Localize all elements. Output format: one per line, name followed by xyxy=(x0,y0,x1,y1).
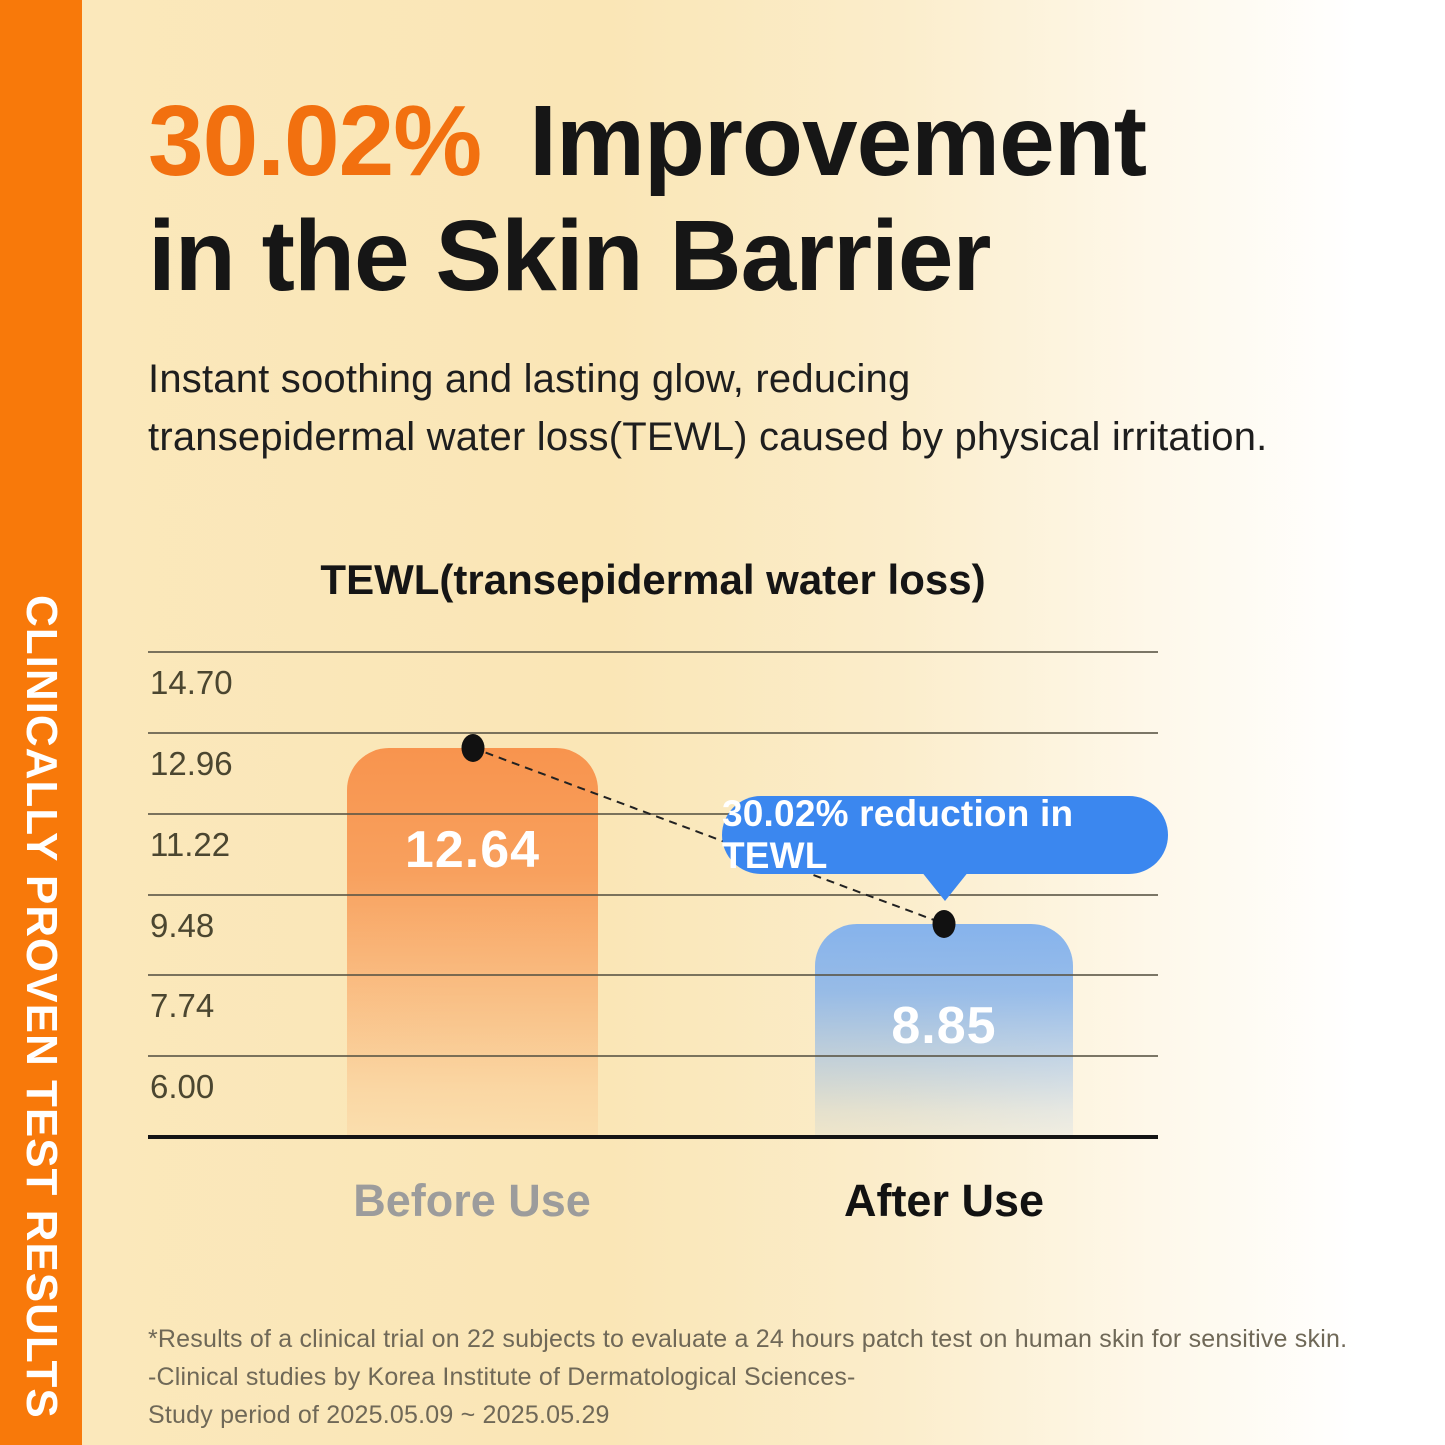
ribbon-label: CLINICALLY PROVEN TEST RESULTS xyxy=(17,595,66,1419)
gridline-7.74 xyxy=(148,974,1158,977)
data-point-after xyxy=(932,909,956,938)
clinically-proven-ribbon: CLINICALLY PROVEN TEST RESULTS xyxy=(0,0,82,1445)
bar-before-use: 12.64 xyxy=(347,747,598,1137)
gridline-11.22 xyxy=(148,812,1158,815)
subtitle-line1: Instant soothing and lasting glow, reduc… xyxy=(148,357,911,401)
connector-line xyxy=(472,746,945,925)
headline-line2: in the Skin Barrier xyxy=(148,200,991,312)
headline-percentage: 30.02% xyxy=(148,85,482,197)
footnote-line1: *Results of a clinical trial on 22 subje… xyxy=(148,1325,1348,1353)
x-axis-line xyxy=(148,1135,1158,1139)
gridline-6.00 xyxy=(148,1055,1158,1058)
x-label-after-use: After Use xyxy=(843,1175,1045,1226)
annotation-text: 30.02% reduction in TEWL xyxy=(722,793,1074,876)
page-title: 30.02% Improvement in the Skin Barrier xyxy=(148,84,1147,314)
bubble-tail xyxy=(921,871,969,901)
footnote-line3: Study period of 2025.05.09 ~ 2025.05.29 xyxy=(148,1401,610,1429)
y-tick-label: 14.70 xyxy=(150,664,233,701)
y-tick-label: 6.00 xyxy=(150,1068,215,1106)
bar-after-use: 8.85 xyxy=(815,923,1073,1137)
y-tick-label: 12.96 xyxy=(150,744,233,782)
subtitle: Instant soothing and lasting glow, reduc… xyxy=(148,350,1267,466)
x-label-before-use: Before Use xyxy=(353,1175,591,1226)
y-tick-label: 7.74 xyxy=(150,987,215,1025)
subtitle-line2: transepidermal water loss(TEWL) caused b… xyxy=(148,415,1268,459)
gridline-14.70 xyxy=(148,651,1158,653)
footnote-line2: -Clinical studies by Korea Institute of … xyxy=(148,1363,856,1391)
footnote: *Results of a clinical trial on 22 subje… xyxy=(148,1320,1347,1434)
data-point-before xyxy=(461,733,484,762)
chart-title: TEWL(transepidermal water loss) xyxy=(320,556,986,603)
y-tick-label: 11.22 xyxy=(150,825,231,863)
gridline-12.96 xyxy=(148,731,1158,734)
headline-rest: Improvement xyxy=(529,85,1147,197)
tewl-bar-chart: 12.64 8.85 30.02% reduction in TEWL Befo… xyxy=(148,651,1168,1226)
reduction-annotation-bubble: 30.02% reduction in TEWL xyxy=(722,793,1168,901)
bar-value-after: 8.85 xyxy=(891,996,997,1055)
bar-value-before: 12.64 xyxy=(404,820,541,879)
gridline-9.48 xyxy=(148,893,1158,896)
y-tick-label: 9.48 xyxy=(150,906,215,944)
